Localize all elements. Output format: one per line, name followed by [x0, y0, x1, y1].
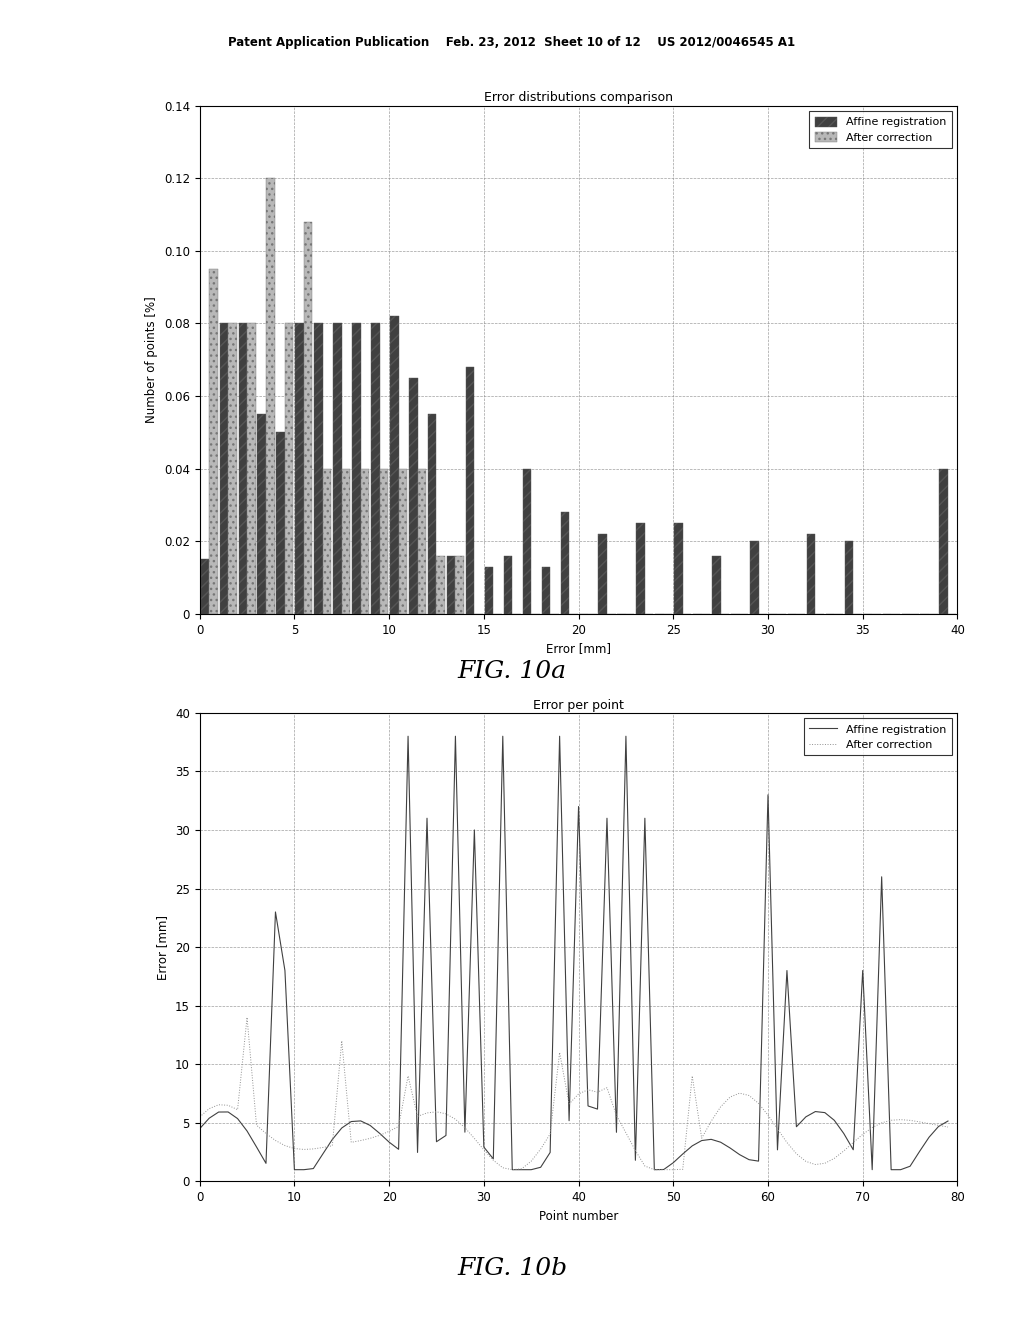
Bar: [219, 323, 228, 614]
Bar: [371, 323, 380, 614]
Bar: [712, 556, 721, 614]
Line: After correction: After correction: [200, 1018, 948, 1170]
Bar: [276, 433, 285, 614]
Bar: [323, 469, 332, 614]
Bar: [304, 222, 312, 614]
After correction: [876, 1115, 888, 1131]
After correction: [724, 1089, 736, 1105]
Bar: [360, 469, 370, 614]
Bar: [845, 541, 853, 614]
Affine registration: [942, 1113, 954, 1129]
Bar: [939, 469, 948, 614]
Bar: [390, 315, 398, 614]
Bar: [266, 178, 274, 614]
Bar: [484, 566, 494, 614]
Affine registration: [657, 1162, 670, 1177]
After correction: [194, 1109, 206, 1125]
Affine registration: [544, 1144, 556, 1160]
Y-axis label: Number of points [%]: Number of points [%]: [145, 296, 159, 424]
Bar: [342, 469, 350, 614]
Affine registration: [668, 1155, 680, 1171]
After correction: [657, 1162, 670, 1177]
Bar: [446, 556, 456, 614]
Title: Error per point: Error per point: [534, 698, 624, 711]
After correction: [241, 1010, 253, 1026]
Bar: [504, 556, 512, 614]
Text: FIG. 10b: FIG. 10b: [457, 1257, 567, 1279]
Bar: [201, 560, 209, 614]
Bar: [314, 323, 323, 614]
Bar: [560, 512, 569, 614]
Bar: [428, 414, 436, 614]
X-axis label: Error [mm]: Error [mm]: [546, 642, 611, 655]
Bar: [750, 541, 759, 614]
After correction: [544, 1126, 556, 1142]
Bar: [418, 469, 426, 614]
Bar: [239, 323, 247, 614]
After correction: [695, 1130, 708, 1146]
Text: Patent Application Publication    Feb. 23, 2012  Sheet 10 of 12    US 2012/00465: Patent Application Publication Feb. 23, …: [228, 36, 796, 49]
X-axis label: Point number: Point number: [539, 1209, 618, 1222]
Affine registration: [876, 869, 888, 884]
Bar: [598, 533, 607, 614]
Text: FIG. 10a: FIG. 10a: [458, 660, 566, 682]
Bar: [257, 414, 266, 614]
Affine registration: [194, 1121, 206, 1137]
Bar: [466, 367, 474, 614]
Y-axis label: Error [mm]: Error [mm]: [157, 915, 170, 979]
Title: Error distributions comparison: Error distributions comparison: [484, 91, 673, 104]
Bar: [380, 469, 388, 614]
Bar: [522, 469, 531, 614]
Bar: [674, 523, 683, 614]
Bar: [333, 323, 342, 614]
Line: Affine registration: Affine registration: [200, 737, 948, 1170]
Bar: [542, 566, 550, 614]
Bar: [807, 533, 815, 614]
Bar: [436, 556, 445, 614]
Bar: [409, 378, 418, 614]
Affine registration: [289, 1162, 301, 1177]
Bar: [398, 469, 408, 614]
Affine registration: [724, 1140, 736, 1156]
Affine registration: [401, 729, 414, 744]
After correction: [668, 1162, 680, 1177]
Bar: [228, 323, 237, 614]
Bar: [209, 269, 218, 614]
Bar: [352, 323, 360, 614]
After correction: [506, 1162, 518, 1177]
Bar: [247, 323, 256, 614]
Bar: [456, 556, 464, 614]
Bar: [636, 523, 645, 614]
After correction: [942, 1119, 954, 1135]
Legend: Affine registration, After correction: Affine registration, After correction: [809, 111, 952, 148]
Legend: Affine registration, After correction: Affine registration, After correction: [804, 718, 952, 755]
Affine registration: [695, 1133, 708, 1148]
Bar: [295, 323, 304, 614]
Bar: [285, 323, 294, 614]
